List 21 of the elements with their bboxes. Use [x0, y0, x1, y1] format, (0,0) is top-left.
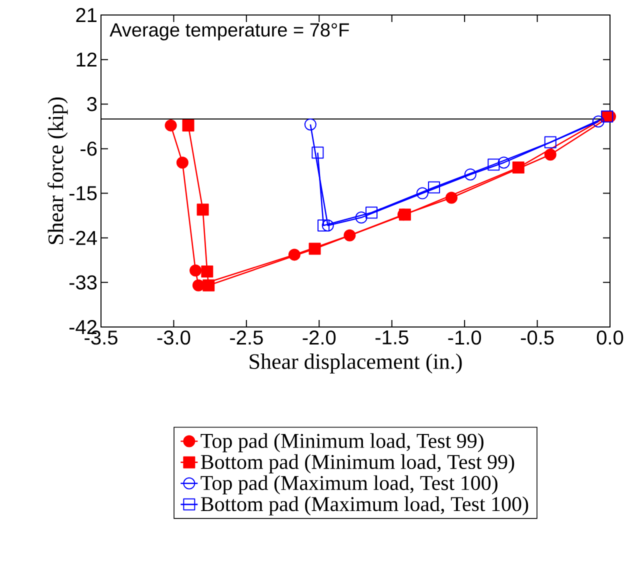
legend-label: Bottom pad (Minimum load, Test 99) [200, 454, 514, 474]
x-tick-label: -1.5 [376, 330, 408, 344]
x-tick-label: -3.0 [157, 330, 190, 345]
x-tick-label: -0.5 [520, 330, 554, 345]
y-tick-label: 21 [76, 8, 96, 22]
legend-label: Top pad (Minimum load, Test 99) [200, 433, 484, 452]
x-tick-label: 0.0 [596, 330, 624, 345]
y-axis-title: Shear force (kip) [48, 97, 68, 244]
y-tick-label: -33 [69, 275, 97, 290]
x-tick-label: -2.5 [230, 330, 263, 345]
y-tick-label: 12 [76, 52, 96, 67]
y-tick-label: -15 [69, 186, 97, 200]
x-axis-title: Shear displacement (in.) [250, 354, 462, 374]
y-tick-label: 3 [87, 97, 97, 112]
y-tick-label: -6 [80, 142, 97, 156]
y-tick-label: -24 [69, 230, 97, 245]
legend-label: Top pad (Maximum load, Test 100) [200, 475, 498, 494]
x-tick-label: -1.0 [448, 330, 482, 345]
annotation: Average temperature = 78°F [110, 23, 349, 40]
x-tick-label: -2.0 [302, 330, 336, 345]
legend-label: Bottom pad (Maximum load, Test 100) [200, 496, 528, 516]
